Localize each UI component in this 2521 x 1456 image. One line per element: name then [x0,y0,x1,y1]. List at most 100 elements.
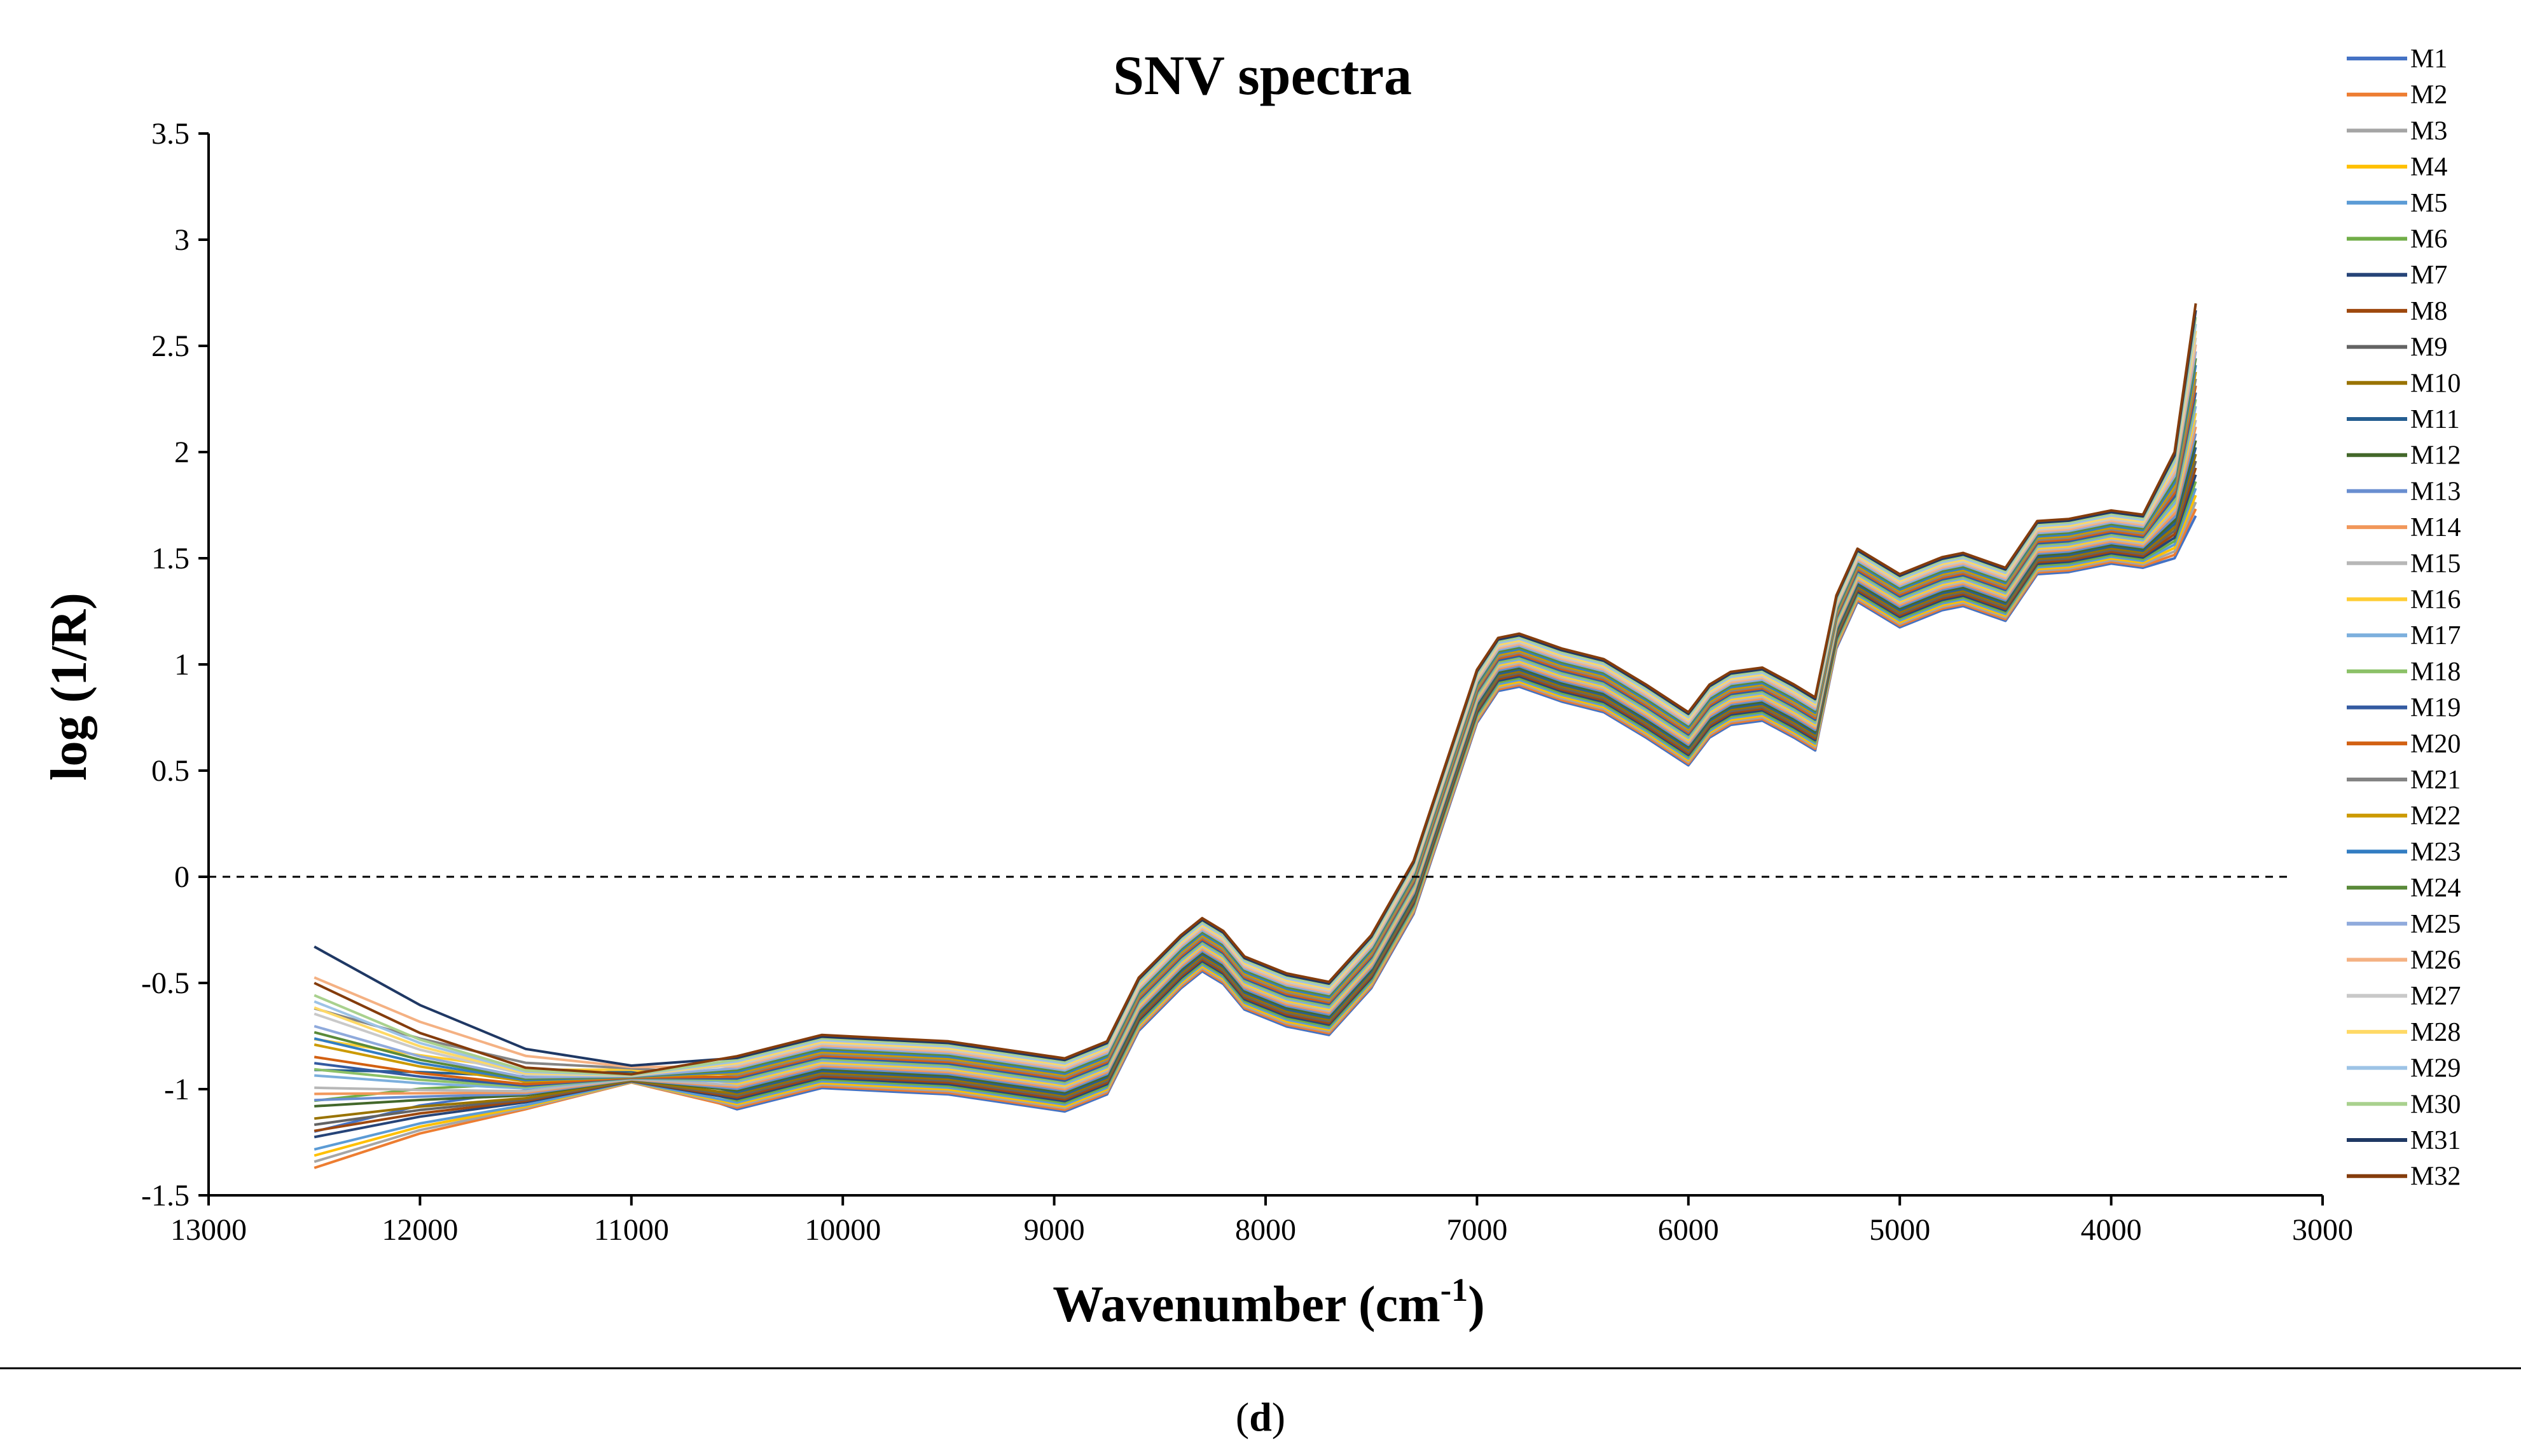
series-line-m21 [314,378,2197,1079]
legend-label-m9: M9 [2410,333,2447,362]
legend-label-m3: M3 [2410,116,2447,146]
series-line-m32 [314,303,2197,1076]
series-line-m31 [314,310,2197,1067]
y-tick-label: 0.5 [151,754,190,788]
x-tick-label: 5000 [1869,1213,1930,1247]
series-line-m8 [314,467,2197,1132]
x-tick-label: 6000 [1658,1213,1719,1247]
y-tick-label: -1.5 [141,1179,190,1212]
series-line-m24 [314,358,2197,1080]
legend-label-m6: M6 [2410,225,2447,254]
legend-label-m23: M23 [2410,837,2461,867]
legend-label-m20: M20 [2410,729,2461,759]
x-axis-title-superscript: -1 [1440,1272,1468,1308]
legend-label-m8: M8 [2410,297,2447,326]
y-tick-label: 0 [174,860,190,894]
y-tick-label: 3 [174,223,190,257]
caption-open-paren: ( [1236,1394,1249,1439]
series-line-m9 [314,460,2197,1126]
legend: M1 M2 M3 M4 M5 M6 M7 M8 M9 M10 M11 M12 M13 M14 M15 M16 M… [2347,45,2461,1192]
legend-label-m28: M28 [2410,1018,2461,1047]
legend-label-m12: M12 [2410,441,2461,470]
y-axis-title: log (1/R) [41,593,97,781]
x-tick-label: 4000 [2081,1213,2142,1247]
legend-label-m15: M15 [2410,549,2461,579]
caption-letter: d [1249,1394,1272,1439]
y-tick-label: 2.5 [151,329,190,363]
series-line-m2 [314,508,2197,1169]
legend-label-m18: M18 [2410,657,2461,687]
series-line-m7 [314,474,2197,1139]
legend-label-m21: M21 [2410,766,2461,795]
x-tick-label: 12000 [382,1213,458,1247]
series-line-m22 [314,371,2197,1083]
series-line-m28 [314,330,2197,1077]
series-line-m15 [314,419,2197,1093]
legend-label-m25: M25 [2410,910,2461,939]
series-line-m30 [314,317,2197,1076]
x-axis-title-end: ) [1468,1277,1485,1333]
legend-label-m14: M14 [2410,513,2461,542]
legend-label-m11: M11 [2410,405,2460,434]
series-line-m3 [314,501,2197,1164]
x-tick-label: 11000 [594,1213,669,1247]
x-tick-label: 3000 [2292,1213,2353,1247]
series-line-m23 [314,364,2197,1082]
legend-label-m32: M32 [2410,1162,2461,1192]
chart-title: SNV spectra [1113,45,1412,107]
series-line-m10 [314,453,2197,1120]
series-line-m26 [314,344,2197,1070]
x-tick-label: 13000 [170,1213,247,1247]
x-tick-label: 9000 [1024,1213,1085,1247]
series-line-m13 [314,433,2197,1102]
y-tick-label: 3.5 [151,117,190,151]
legend-label-m16: M16 [2410,586,2461,615]
series-line-m20 [314,385,2197,1086]
spectra-lines [314,303,2197,1169]
legend-label-m27: M27 [2410,982,2461,1011]
x-tick-label: 8000 [1235,1213,1296,1247]
series-line-m29 [314,324,2197,1076]
legend-label-m19: M19 [2410,694,2461,723]
legend-label-m17: M17 [2410,621,2461,650]
legend-label-m13: M13 [2410,477,2461,506]
series-line-m12 [314,440,2197,1108]
caption-close-paren: ) [1272,1394,1285,1439]
series-line-m14 [314,426,2197,1095]
y-tick-label: 2 [174,436,190,469]
legend-label-m29: M29 [2410,1054,2461,1083]
legend-label-m24: M24 [2410,874,2461,903]
series-line-m17 [314,406,2197,1090]
legend-label-m2: M2 [2410,81,2447,110]
legend-label-m5: M5 [2410,189,2447,218]
series-line-m19 [314,392,2197,1087]
series-line-m6 [314,481,2197,1104]
figure-caption: (d) [1236,1394,1285,1439]
legend-label-m1: M1 [2410,45,2447,74]
series-line-m11 [314,446,2197,1096]
series-line-m25 [314,351,2197,1079]
legend-label-m7: M7 [2410,261,2447,290]
y-tick-label: -0.5 [141,966,190,1000]
x-axis-title-main: Wavenumber (cm [1053,1277,1440,1333]
series-line-m1 [314,515,2197,1133]
legend-label-m10: M10 [2410,369,2461,398]
series-line-m18 [314,399,2197,1089]
legend-label-m26: M26 [2410,946,2461,975]
legend-label-m30: M30 [2410,1090,2461,1119]
x-tick-label: 7000 [1446,1213,1507,1247]
x-axis-title: Wavenumber (cm-1) [1053,1272,1485,1333]
x-tick-label: 10000 [805,1213,881,1247]
series-line-m16 [314,413,2197,1087]
y-tick-label: -1 [164,1073,190,1106]
y-tick-label: 1 [174,648,190,682]
series-line-m27 [314,337,2197,1077]
x-axis-ticks: 13000 12000 11000 10000 9000 8000 7000 6000 5000… [170,1195,2353,1247]
y-axis-ticks: 3.5 3 2.5 2 1.5 1 0.5 0 -0.5 -1 -1.5 [141,117,209,1212]
y-tick-label: 1.5 [151,542,190,575]
legend-label-m4: M4 [2410,153,2447,182]
series-line-m5 [314,488,2197,1151]
series-line-m4 [314,495,2197,1157]
